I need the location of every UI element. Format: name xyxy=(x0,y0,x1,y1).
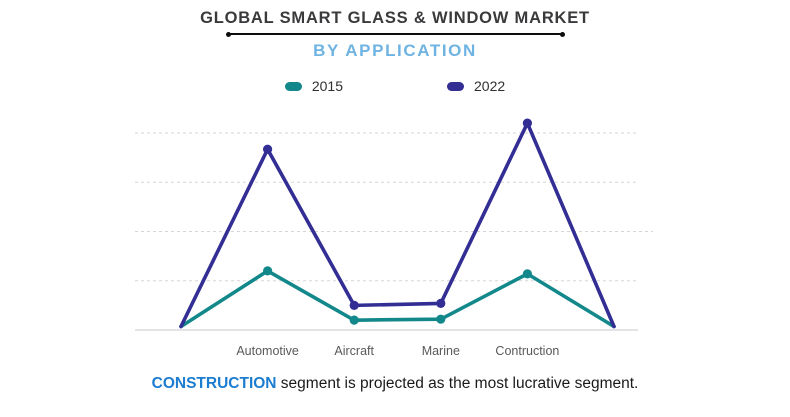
legend-swatch-2022 xyxy=(447,81,464,91)
chart-canvas xyxy=(135,118,653,331)
x-axis-label-contruction: Contruction xyxy=(495,344,560,358)
footer-text: segment is projected as the most lucrati… xyxy=(276,375,639,392)
data-point-2015-automotive xyxy=(263,266,273,276)
data-point-2015-contruction xyxy=(522,269,532,279)
series-line-2015 xyxy=(179,269,616,329)
data-point-2015-aircraft xyxy=(349,315,359,325)
series-line-2022 xyxy=(179,121,616,329)
x-axis-label-aircraft: Aircraft xyxy=(334,344,374,358)
header: GLOBAL SMART GLASS & WINDOW MARKET BY AP… xyxy=(0,9,790,61)
data-point-2022-contruction xyxy=(522,118,532,128)
page-title: GLOBAL SMART GLASS & WINDOW MARKET xyxy=(200,9,590,27)
legend-item-2022: 2022 xyxy=(447,78,505,94)
legend: 2015 2022 xyxy=(0,78,790,94)
data-point-2022-automotive xyxy=(263,144,273,154)
legend-swatch-2015 xyxy=(284,81,302,91)
legend-label-2015: 2015 xyxy=(311,78,343,94)
x-axis-label-marine: Marine xyxy=(421,344,460,358)
title-underline xyxy=(225,31,565,37)
legend-item-2015: 2015 xyxy=(284,78,343,94)
data-point-2022-aircraft xyxy=(349,300,359,310)
line-chart: Automotive Aircraft Marine Contruction xyxy=(130,105,660,373)
legend-label-2022: 2022 xyxy=(474,78,506,94)
x-axis-labels: Automotive Aircraft Marine Contruction xyxy=(130,344,660,362)
footer-note: CONSTRUCTION segment is projected as the… xyxy=(0,375,790,393)
page-subtitle: BY APPLICATION xyxy=(313,41,477,60)
x-axis-label-automotive: Automotive xyxy=(236,344,299,358)
data-point-2022-marine xyxy=(436,298,446,309)
data-point-2015-marine xyxy=(436,314,446,324)
footer-highlight: CONSTRUCTION xyxy=(151,375,277,392)
